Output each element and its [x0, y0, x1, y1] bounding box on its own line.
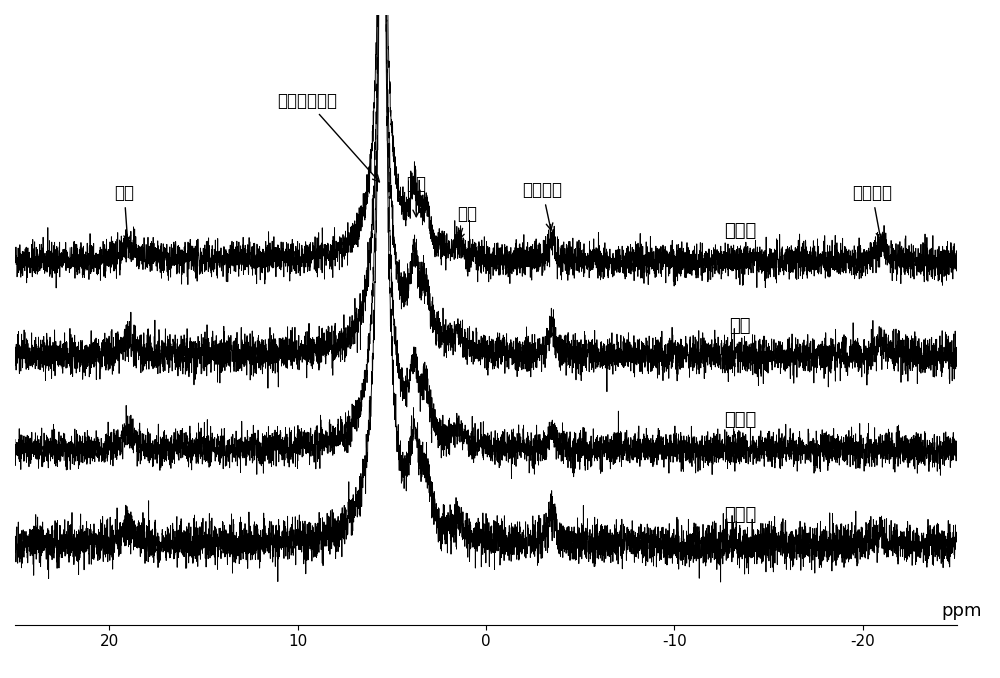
Text: 撂荒地: 撂荒地 — [724, 222, 756, 240]
Text: 无机正磷酸盐: 无机正磷酸盐 — [277, 92, 379, 182]
Text: 膦酸: 膦酸 — [114, 184, 134, 242]
Text: 单酯: 单酯 — [406, 175, 426, 217]
Text: 玉米地: 玉米地 — [724, 506, 756, 523]
Text: ppm: ppm — [942, 601, 982, 620]
Text: 水稻田: 水稻田 — [724, 411, 756, 429]
Text: 多磷酸盐: 多磷酸盐 — [852, 184, 892, 239]
Text: 焦磷酸盐: 焦磷酸盐 — [522, 181, 562, 230]
Text: 二酯: 二酯 — [457, 205, 477, 239]
Text: 林地: 林地 — [730, 317, 751, 334]
